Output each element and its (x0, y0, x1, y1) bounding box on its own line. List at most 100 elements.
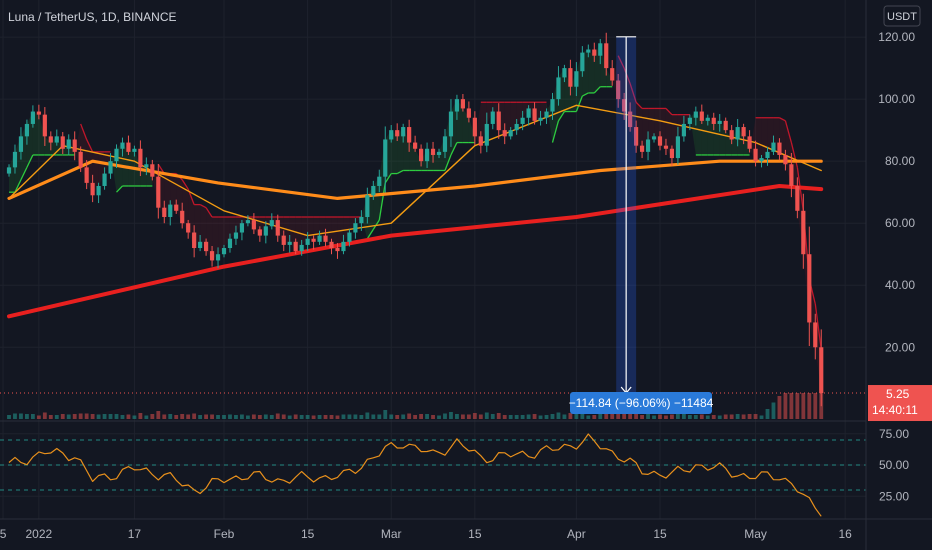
volume-bar (234, 415, 238, 419)
ma-line-slow (7, 184, 824, 319)
volume-bar (741, 414, 746, 419)
stop-line-segment (396, 169, 404, 175)
candle-body (114, 148, 119, 162)
volume-bar (216, 415, 220, 419)
volume-bar (443, 413, 447, 419)
stop-fill-segment (38, 114, 45, 155)
candle-body (102, 173, 107, 186)
candle-body (783, 154, 788, 165)
time-tick-label: Feb (214, 527, 235, 541)
volume-bar (484, 412, 489, 419)
last-price-value: 5.25 (886, 387, 910, 401)
candle-body (807, 254, 812, 323)
candle-body (484, 123, 489, 146)
candle-body (215, 254, 221, 261)
candle-body (645, 139, 651, 152)
stop-line-segment (378, 182, 386, 221)
candle-body (771, 142, 776, 152)
ma-line-mid (7, 159, 823, 200)
volume-bar (198, 415, 203, 419)
price-axis[interactable]: 120.00 100.00 80.00 60.00 40.00 20.00 (878, 30, 915, 354)
price-tick-label: 80.00 (885, 154, 915, 168)
candle-body (341, 241, 346, 252)
candle-body (639, 145, 645, 152)
volume-bar (192, 413, 197, 419)
candle-body (198, 241, 203, 249)
stop-fill-segment (701, 117, 708, 155)
stop-fill-segment (743, 136, 750, 155)
volume-bar (299, 415, 304, 419)
volume-bar (120, 415, 125, 419)
volume-bar (687, 415, 692, 419)
time-axis[interactable]: 5 2022 17 Feb 15 Mar 15 Apr 15 May 16 (0, 527, 852, 541)
currency-badge[interactable]: USDT (883, 5, 921, 27)
candle-body (419, 148, 424, 162)
volume-bar (335, 415, 340, 419)
stop-fill-segment (761, 117, 768, 159)
volume-bar (263, 414, 268, 419)
candle-body (729, 130, 734, 140)
candle-body (162, 207, 167, 217)
volume-bar (472, 413, 477, 419)
stop-line-segment (384, 173, 392, 184)
volume-bar (126, 414, 131, 419)
stop-line-segment (86, 139, 94, 153)
candle-body (514, 123, 519, 131)
candle-body (436, 151, 442, 155)
candle-body (359, 217, 364, 224)
volume-bar (48, 415, 53, 419)
time-tick-label: 17 (128, 527, 142, 541)
stop-fill-segment (98, 151, 105, 186)
candle-body (592, 49, 597, 56)
volume-bar (102, 414, 107, 419)
volume-bar (466, 414, 471, 419)
time-tick-label: 2022 (26, 527, 53, 541)
volume-bar (783, 393, 788, 419)
stop-line-segment (80, 123, 88, 140)
volume-bar (813, 393, 818, 419)
volume-bar (622, 414, 627, 419)
candle-body (132, 148, 137, 152)
volume-bar (383, 410, 388, 419)
stop-line-segment (551, 120, 560, 143)
candle-body (78, 151, 83, 168)
candle-body (299, 244, 304, 252)
rsi-axis[interactable]: 75.00 50.00 25.00 (879, 427, 909, 504)
candle-body (622, 99, 627, 112)
volume-bar (72, 414, 77, 419)
volume-bar (377, 414, 382, 419)
candle-body (407, 127, 412, 143)
stop-fill-segment (397, 127, 404, 174)
candle-body (789, 164, 794, 186)
volume-bar (759, 415, 764, 419)
stop-line-segment (14, 179, 22, 193)
stop-fill-segment (212, 217, 219, 261)
candle-body (681, 123, 686, 137)
candle-body (663, 145, 669, 149)
last-price-tag: 5.25 14:40:11 (868, 385, 932, 422)
stop-line-segment (181, 179, 189, 190)
volume-bar (616, 413, 621, 419)
volume-bar (460, 414, 465, 419)
volume-bar (478, 414, 483, 419)
candle-body (245, 220, 250, 224)
price-tick-label: 120.00 (878, 30, 915, 44)
volume-bar (228, 414, 232, 419)
candle-body (562, 68, 567, 78)
candle-body (604, 43, 609, 69)
volume-bar (753, 414, 758, 419)
measure-label: −114.84 (−96.06%) −11484 (569, 396, 714, 410)
volume-bar (699, 414, 704, 419)
volume-bar (455, 414, 459, 419)
volume-bar (437, 415, 441, 419)
rsi-tick-label: 75.00 (879, 427, 909, 441)
volume-bar (801, 393, 806, 419)
candle-body (442, 136, 448, 152)
candle-body (813, 322, 818, 348)
volume-bar (681, 414, 686, 419)
volume-bar (162, 414, 167, 419)
volume-bar (25, 414, 29, 419)
price-range-measure[interactable]: −114.84 (−96.06%) −11484 (0, 36, 866, 414)
